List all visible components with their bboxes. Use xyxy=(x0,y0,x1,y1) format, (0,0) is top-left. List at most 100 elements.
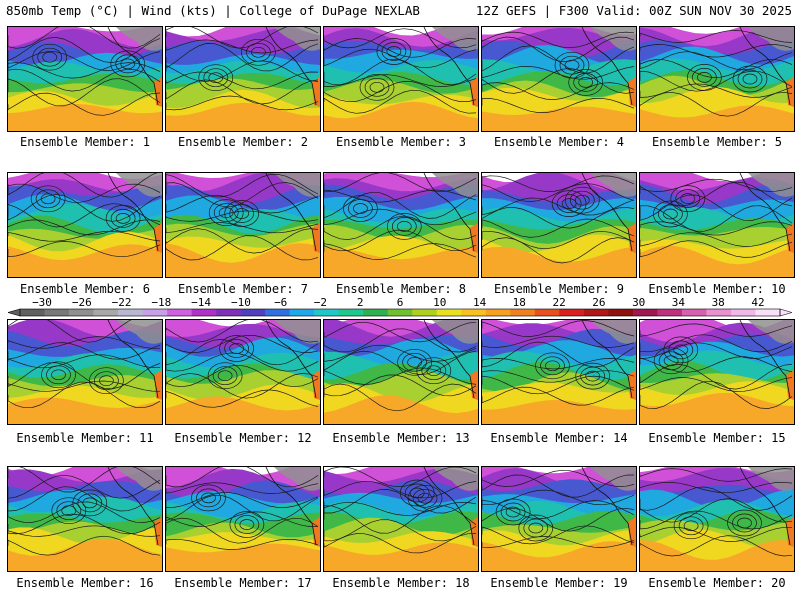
warm-land-region xyxy=(470,77,478,107)
circulation-center-contour xyxy=(72,489,108,517)
circulation-center-contour xyxy=(580,366,606,386)
coastline xyxy=(581,320,633,399)
colorbar-tick-label: −18 xyxy=(151,298,171,309)
wind-streamline xyxy=(324,229,477,252)
circulation-center-contour xyxy=(35,189,61,209)
warm-land-region xyxy=(154,77,162,107)
wind-streamline xyxy=(482,31,635,49)
circulation-center-contour xyxy=(381,42,407,61)
ensemble-map-panel xyxy=(323,26,479,132)
temperature-field-map xyxy=(8,467,162,571)
circulation-center-contour xyxy=(224,339,249,358)
cold-land-region xyxy=(116,467,162,491)
circulation-center-contour xyxy=(575,362,611,390)
cold-land-region xyxy=(432,173,478,197)
warm-land-region xyxy=(628,517,636,547)
temperature-field-map xyxy=(166,320,320,424)
wind-streamline xyxy=(640,323,793,337)
colorbar-swatch xyxy=(632,309,658,316)
circulation-center-contour xyxy=(653,347,689,375)
colorbar-tick-label: 2 xyxy=(357,298,364,309)
circulation-center-contour xyxy=(568,69,604,96)
circulation-center-contour xyxy=(673,344,689,356)
wind-streamline xyxy=(640,181,793,207)
circulation-center-contour xyxy=(673,512,709,540)
coastline xyxy=(423,467,475,546)
colorbar-swatch xyxy=(338,309,364,316)
wind-streamline xyxy=(166,517,319,544)
colorbar-tick-label: −10 xyxy=(231,298,251,309)
wind-streamline xyxy=(640,468,793,482)
circulation-center-contour xyxy=(554,51,590,79)
ensemble-member-label: Ensemble Member: 18 xyxy=(332,576,470,590)
coastline xyxy=(423,320,475,399)
wind-streamline xyxy=(166,511,319,527)
cold-land-region xyxy=(590,467,636,491)
circulation-center-contour xyxy=(51,369,66,381)
wind-streamline xyxy=(640,51,793,71)
wind-streamline xyxy=(8,241,161,258)
ensemble-map-panel xyxy=(7,466,163,572)
colorbar-swatch xyxy=(730,309,756,316)
circulation-center-contour xyxy=(386,213,422,240)
circulation-center-contour xyxy=(191,484,226,512)
wind-streamline xyxy=(482,82,635,100)
circulation-center-contour xyxy=(208,72,224,84)
warm-land-region xyxy=(312,223,320,253)
ensemble-map-panel xyxy=(165,319,321,425)
wind-streamline xyxy=(640,205,793,232)
wind-streamline xyxy=(482,97,635,113)
wind-streamline xyxy=(8,381,161,409)
circulation-center-contour xyxy=(348,199,373,218)
colorbar-swatch xyxy=(363,309,389,316)
colorbar-tick-label: 22 xyxy=(552,298,565,309)
colorbar-tick-label: −6 xyxy=(274,298,287,309)
wind-streamline xyxy=(640,59,793,78)
ensemble-map-panel xyxy=(639,172,795,278)
wind-streamline xyxy=(166,482,319,494)
colorbar-swatch xyxy=(461,309,487,316)
wind-streamline xyxy=(166,492,319,508)
colorbar-tick-label: 42 xyxy=(751,298,764,309)
coastline xyxy=(739,467,791,546)
colorbar-tick-label: 30 xyxy=(632,298,645,309)
circulation-center-contour xyxy=(397,348,432,376)
temperature-field-map xyxy=(166,173,320,277)
wind-streamline xyxy=(482,341,635,368)
circulation-center-contour xyxy=(229,204,255,223)
temperature-band xyxy=(324,101,478,131)
ensemble-member-label: Ensemble Member: 12 xyxy=(174,431,312,445)
colorbar-swatch xyxy=(559,309,585,316)
wind-streamline xyxy=(640,178,793,192)
wind-streamline xyxy=(166,43,319,72)
temperature-band xyxy=(640,245,794,277)
temperature-band xyxy=(8,244,162,277)
wind-streamline xyxy=(166,373,319,399)
wind-streamline xyxy=(8,230,161,242)
cold-land-region xyxy=(116,320,162,344)
wind-streamline xyxy=(8,486,161,512)
wind-streamline xyxy=(8,37,161,63)
wind-streamline xyxy=(166,339,319,366)
wind-streamline xyxy=(482,536,635,548)
coastline xyxy=(423,173,475,252)
wind-streamline xyxy=(640,240,793,258)
colorbar-swatch xyxy=(93,309,119,316)
warm-land-region xyxy=(628,370,636,400)
circulation-center-contour xyxy=(46,365,71,385)
wind-streamline xyxy=(640,380,793,409)
coastline xyxy=(739,173,791,252)
temperature-field-map xyxy=(8,173,162,277)
wind-streamline xyxy=(166,95,319,111)
circulation-center-contour xyxy=(61,505,77,517)
coastline xyxy=(581,173,633,252)
temperature-band xyxy=(166,102,320,131)
circulation-center-contour xyxy=(692,68,717,87)
cold-land-region xyxy=(274,467,320,491)
wind-streamline xyxy=(324,189,477,203)
wind-streamline xyxy=(8,51,161,71)
coastline xyxy=(265,467,317,546)
ensemble-map-panel xyxy=(639,26,795,132)
wind-streamline xyxy=(324,344,477,362)
wind-streamline xyxy=(324,480,477,499)
